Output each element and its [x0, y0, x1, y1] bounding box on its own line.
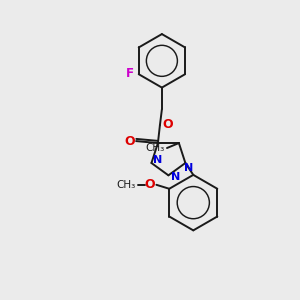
Text: CH₃: CH₃	[116, 180, 135, 190]
Text: F: F	[126, 67, 134, 80]
Text: O: O	[144, 178, 155, 191]
Text: N: N	[153, 155, 162, 165]
Text: O: O	[124, 135, 134, 148]
Text: CH₃: CH₃	[146, 143, 165, 153]
Text: N: N	[184, 163, 193, 173]
Text: O: O	[163, 118, 173, 131]
Text: N: N	[171, 172, 180, 182]
